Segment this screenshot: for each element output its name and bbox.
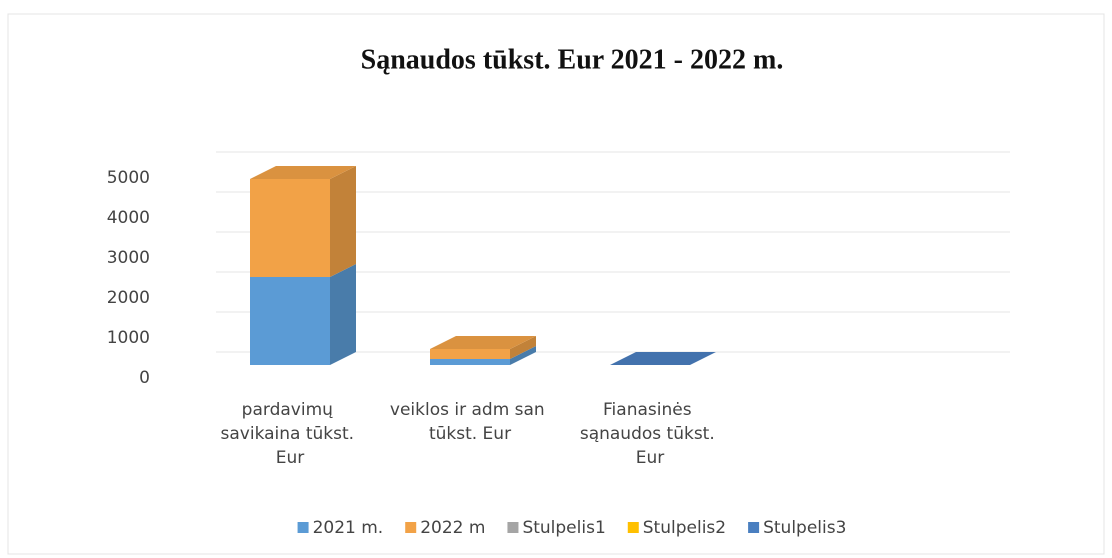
y-tick-label: 3000 — [107, 248, 150, 268]
y-tick-label: 0 — [139, 368, 150, 388]
bar-segment — [430, 359, 510, 365]
chart-title: Sąnaudos tūkst. Eur 2021 - 2022 m. — [361, 44, 784, 75]
x-tick-label: pardavimų savikaina tūkst. Eur — [221, 400, 360, 468]
bar-top — [250, 166, 356, 179]
y-tick-label: 4000 — [107, 208, 150, 228]
legend-label: Stulpelis3 — [763, 518, 846, 538]
y-tick-label: 2000 — [107, 288, 150, 308]
bar-side — [510, 336, 536, 359]
x-tick-label: Fianasinės sąnaudos tūkst. Eur — [580, 400, 720, 468]
bar-side — [330, 264, 356, 365]
legend-label: Stulpelis2 — [643, 518, 726, 538]
legend-swatch — [297, 522, 309, 533]
legend-swatch — [405, 522, 417, 533]
legend-label: Stulpelis1 — [522, 518, 605, 538]
legend-swatch — [507, 522, 519, 533]
legend-label: 2021 m. — [313, 518, 384, 538]
y-tick-label: 5000 — [107, 168, 150, 188]
x-tick-label: veiklos ir adm san tūkst. Eur — [390, 400, 550, 444]
bar-side — [330, 166, 356, 277]
bar-segment — [250, 277, 330, 365]
legend-swatch — [627, 522, 639, 533]
y-tick-label: 1000 — [107, 328, 150, 348]
legend-swatch — [748, 522, 760, 533]
bar-top — [430, 336, 536, 349]
chart-border — [7, 13, 1105, 555]
bar-top — [610, 352, 716, 365]
bar-segment — [430, 349, 510, 359]
bar-segment — [250, 179, 330, 277]
legend-label: 2022 m — [420, 518, 485, 538]
bar-side — [510, 346, 536, 365]
